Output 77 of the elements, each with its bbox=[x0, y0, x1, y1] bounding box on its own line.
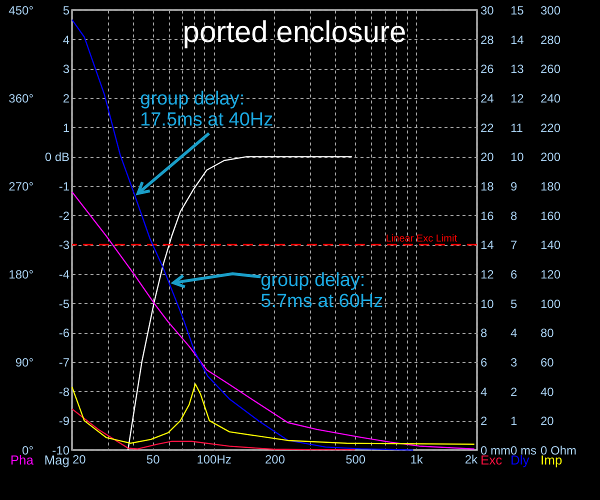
x-tick-label: 500 bbox=[346, 452, 366, 466]
x-tick-label: 200 bbox=[264, 452, 286, 466]
y3-tick-label: 12 bbox=[480, 268, 494, 282]
y2-tick-label: 80 bbox=[540, 326, 554, 340]
y-tick-label: 5 bbox=[62, 4, 70, 18]
y3-tick-label: 14 bbox=[480, 238, 494, 252]
y-tick-label: -5 bbox=[58, 296, 70, 311]
y2-tick-label: 280 bbox=[540, 32, 561, 47]
y-tick-label: -7 bbox=[58, 356, 70, 370]
y-tick-label: 10 bbox=[510, 150, 524, 164]
y-tick-label: -1 bbox=[58, 180, 70, 194]
y2-tick-label: 200 bbox=[540, 150, 561, 164]
y-tick-label: -3 bbox=[58, 238, 70, 252]
y3-tick-label: 24 bbox=[480, 92, 494, 106]
y2-tick-label: 40 bbox=[540, 384, 554, 399]
y3-tick-label: 18 bbox=[480, 180, 494, 194]
y-tick-label: 1 bbox=[510, 414, 518, 428]
y2-tick-label: 260 bbox=[540, 62, 561, 76]
y2-tick-label: 450° bbox=[8, 4, 34, 18]
y2-tick-label: 240 bbox=[540, 92, 561, 106]
x-tick-label: 50 bbox=[146, 452, 160, 466]
y-tick-label: -2 bbox=[58, 208, 70, 223]
y-tick-label: -6 bbox=[58, 326, 70, 340]
y2-tick-label: 180° bbox=[8, 268, 34, 282]
y-tick-label: -8 bbox=[58, 384, 70, 399]
y-tick-label: 7 bbox=[510, 238, 518, 252]
y-tick-label: 12 bbox=[510, 92, 524, 106]
ref-line-label: Linear Exc Limit bbox=[386, 234, 458, 245]
y3-tick-label: 26 bbox=[480, 62, 494, 76]
y3-tick-label: 8 bbox=[480, 326, 488, 340]
y-tick-label: 2 bbox=[62, 92, 70, 106]
y2-tick-label: 220 bbox=[540, 120, 561, 135]
y-tick-label: 2 bbox=[510, 384, 518, 399]
y-tick-label: 9 bbox=[510, 180, 518, 194]
x-tick-label: 2k bbox=[464, 452, 478, 466]
y-tick-label: 4 bbox=[510, 326, 518, 340]
y2-tick-label: 120 bbox=[540, 268, 561, 282]
y-tick-label: 3 bbox=[62, 62, 70, 76]
y-tick-label: 14 bbox=[510, 32, 524, 47]
y2-tick-label: 20 bbox=[540, 414, 554, 428]
y3-tick-label: 2 bbox=[480, 414, 488, 428]
y3-tick-label: 28 bbox=[480, 32, 494, 47]
y-tick-label: 11 bbox=[510, 120, 524, 135]
annotation: group delay: 17.5ms at 40Hz bbox=[140, 88, 274, 130]
x-tick-label: 20 bbox=[72, 452, 86, 466]
y2-tick-label: 360° bbox=[8, 92, 34, 106]
y3-tick-label: 6 bbox=[480, 356, 488, 370]
chart-title: ported enclosure bbox=[182, 16, 406, 49]
y2-tick-label: 90° bbox=[15, 356, 34, 370]
y3-tick-label: 4 bbox=[480, 384, 488, 399]
y2-tick-label: 0 Ohm bbox=[540, 444, 577, 458]
y-tick-label: 6 bbox=[510, 268, 518, 282]
y2-tick-label: 270° bbox=[8, 180, 34, 194]
y-tick-label: 3 bbox=[510, 356, 518, 370]
y-tick-label: -4 bbox=[58, 268, 70, 282]
y3-tick-label: 10 bbox=[480, 296, 494, 311]
y-tick-label: 5 bbox=[510, 296, 518, 311]
x-tick-label: 1k bbox=[410, 452, 424, 466]
y-tick-label: 15 bbox=[510, 4, 524, 18]
y3-tick-label: 30 bbox=[480, 4, 494, 18]
y2-tick-label: 300 bbox=[540, 4, 561, 18]
y3-tick-label: 20 bbox=[480, 150, 494, 164]
y2-tick-label: 160 bbox=[540, 208, 561, 223]
y2-tick-label: 0° bbox=[22, 444, 34, 458]
y2-tick-label: 60 bbox=[540, 356, 554, 370]
x-tick-label: 100Hz bbox=[196, 452, 232, 466]
y-tick-label: -9 bbox=[58, 414, 70, 428]
y3-tick-label: 22 bbox=[480, 120, 494, 135]
y2-tick-label: 140 bbox=[540, 238, 561, 252]
y-tick-label: 13 bbox=[510, 62, 524, 76]
y-tick-label: 1 bbox=[62, 120, 70, 135]
y3-tick-label: 16 bbox=[480, 208, 494, 223]
y-tick-label: 4 bbox=[62, 32, 70, 47]
y2-tick-label: 180 bbox=[540, 180, 561, 194]
y-tick-label: 8 bbox=[510, 208, 518, 223]
y2-tick-label: 100 bbox=[540, 296, 561, 311]
y-tick-label: 0 dB bbox=[44, 150, 70, 164]
